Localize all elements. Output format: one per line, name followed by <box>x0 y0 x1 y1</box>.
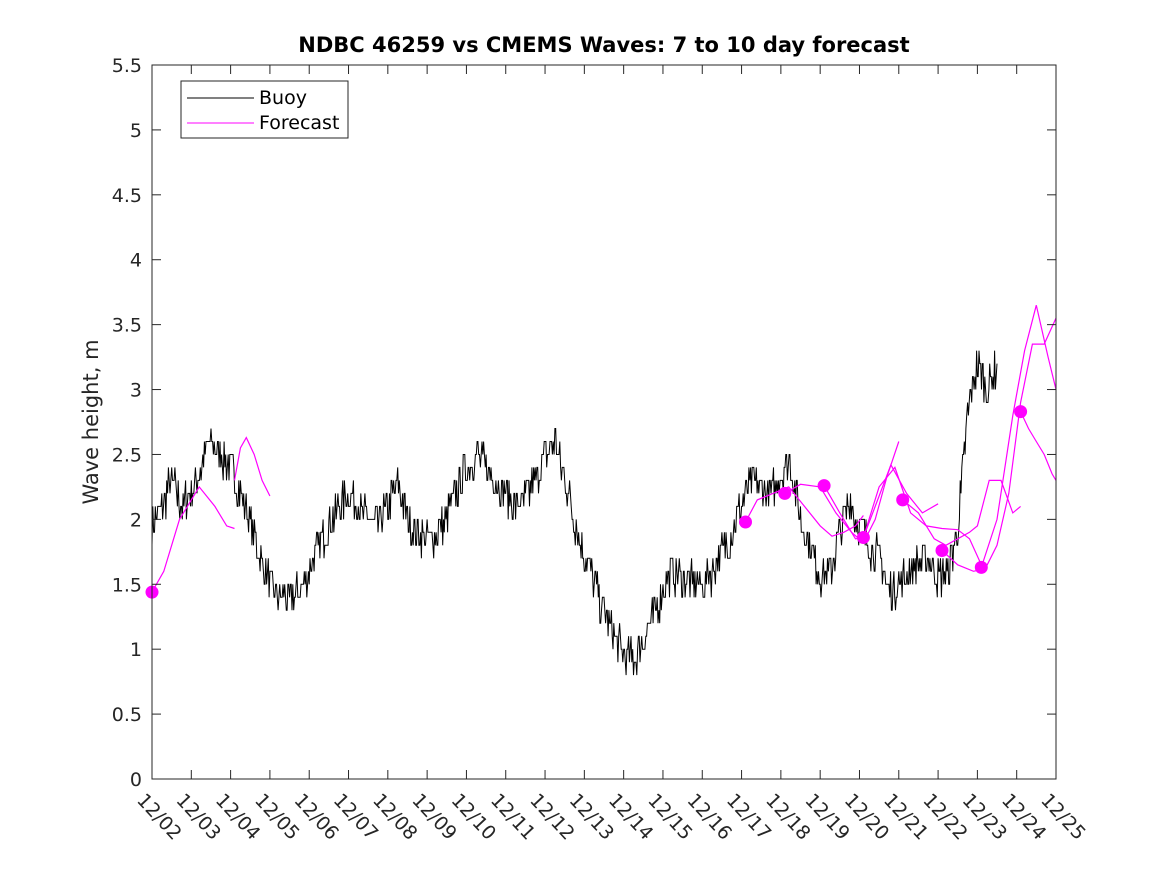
forecast-marker <box>739 515 752 529</box>
y-tick-label: 3.5 <box>112 315 142 337</box>
forecast-marker <box>778 486 792 500</box>
legend-box <box>180 80 349 139</box>
y-axis-label: Wave height, m <box>79 339 103 504</box>
forecast-marker <box>856 531 870 544</box>
y-tick-label: 1.5 <box>112 574 142 596</box>
buoy-line <box>151 350 998 676</box>
forecast-marker <box>935 544 949 557</box>
forecast-marker <box>817 479 831 493</box>
y-tick-label: 0.5 <box>112 704 142 726</box>
y-tick-label: 1 <box>130 639 142 661</box>
y-tick-label: 5 <box>130 120 142 142</box>
legend-forecast-label: Forecast <box>259 112 339 134</box>
forecast-line <box>151 485 235 593</box>
plot-frame <box>151 64 1057 780</box>
legend: Buoy Forecast <box>180 80 349 139</box>
y-tick-label: 4.5 <box>112 185 142 207</box>
forecast-series-layer <box>151 305 1057 593</box>
y-tick-label: 5.5 <box>112 55 142 77</box>
forecast-line <box>823 463 939 540</box>
y-tick-label: 4 <box>130 250 142 272</box>
plot-area <box>152 65 1056 779</box>
legend-buoy-label: Buoy <box>259 87 307 109</box>
forecast-line <box>1020 411 1057 481</box>
forecast-marker <box>974 560 988 574</box>
forecast-line <box>941 317 1057 572</box>
y-axis: 0 0.5 1 1.5 2 2.5 3 3.5 4 4.5 5 5.5 <box>112 55 1056 791</box>
y-tick-label: 2 <box>130 509 142 531</box>
forecast-line <box>233 436 271 497</box>
forecast-marker <box>896 493 910 507</box>
y-tick-label: 3 <box>130 380 142 402</box>
forecast-markers-layer <box>145 405 1028 599</box>
chart-title: NDBC 46259 vs CMEMS Waves: 7 to 10 day f… <box>298 33 909 57</box>
y-tick-label: 0 <box>130 769 142 791</box>
forecast-marker <box>1014 405 1028 419</box>
buoy-series-layer <box>151 350 998 676</box>
forecast-line <box>980 305 1057 568</box>
y-tick-label: 2.5 <box>112 444 142 466</box>
forecast-line <box>902 479 1021 546</box>
